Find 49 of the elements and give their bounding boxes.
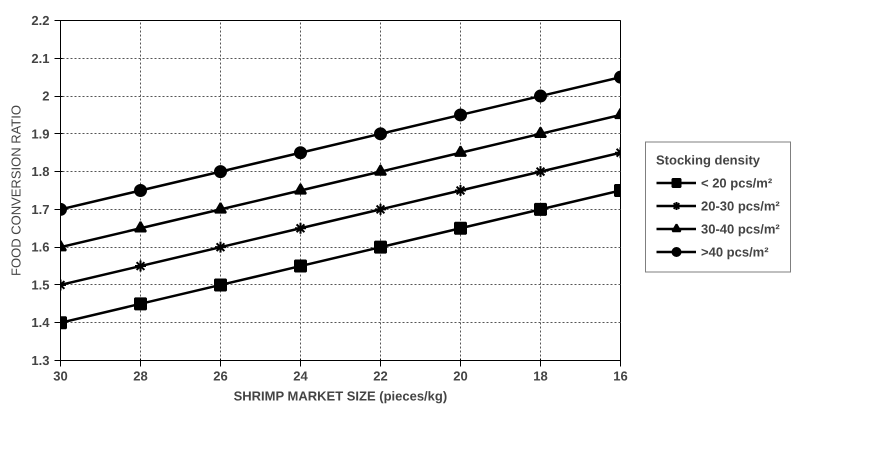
point — [214, 240, 227, 254]
point — [294, 222, 307, 235]
y-tick-label: 1.4 — [31, 315, 50, 330]
x-tick-label: 16 — [613, 368, 628, 384]
legend-label: 20-30 pcs/m² — [701, 198, 780, 213]
legend-title: Stocking density — [656, 152, 762, 168]
point — [214, 165, 227, 178]
point — [134, 297, 147, 310]
point — [374, 164, 387, 176]
point — [214, 202, 227, 214]
point — [454, 222, 467, 235]
point — [454, 145, 467, 157]
x-tick-label: 18 — [533, 368, 548, 384]
point — [534, 90, 547, 103]
legend-label: 30-40 pcs/m² — [701, 221, 780, 236]
point — [214, 278, 227, 292]
y-tick-label: 2.2 — [31, 13, 50, 28]
x-tick-label: 28 — [133, 368, 148, 384]
x-tick-label: 26 — [213, 368, 228, 384]
point — [454, 184, 467, 197]
point — [454, 108, 467, 122]
x-tick-label: 30 — [53, 368, 68, 384]
x-tick-label: 22 — [373, 368, 388, 384]
y-tick-label: 2 — [42, 88, 50, 104]
x-tick-label: 20 — [453, 368, 468, 384]
point — [374, 202, 387, 216]
point — [374, 127, 387, 140]
y-tick-label: 1.7 — [31, 202, 50, 217]
x-axis-title: SHRIMP MARKET SIZE (pieces/kg) — [234, 388, 448, 404]
point — [294, 146, 307, 160]
y-tick-label: 1.9 — [31, 126, 50, 142]
point — [294, 183, 307, 195]
y-axis-title: FOOD CONVERSION RATIO — [8, 105, 24, 276]
x-tick-label: 24 — [293, 368, 308, 384]
legend-label: < 20 pcs/m² — [701, 175, 772, 190]
y-tick-label: 1.6 — [31, 240, 50, 255]
point — [534, 126, 547, 138]
point — [534, 202, 547, 216]
point — [134, 220, 147, 232]
y-tick-label: 2.1 — [31, 50, 50, 66]
point — [294, 260, 307, 273]
y-tick-label: 1.3 — [31, 353, 50, 368]
point — [374, 240, 387, 254]
y-tick-label: 1.5 — [31, 277, 50, 292]
point — [134, 260, 147, 273]
point — [134, 184, 147, 197]
legend-label: >40 pcs/m² — [701, 244, 769, 259]
y-tick-label: 1.8 — [31, 164, 50, 180]
point — [534, 165, 547, 178]
